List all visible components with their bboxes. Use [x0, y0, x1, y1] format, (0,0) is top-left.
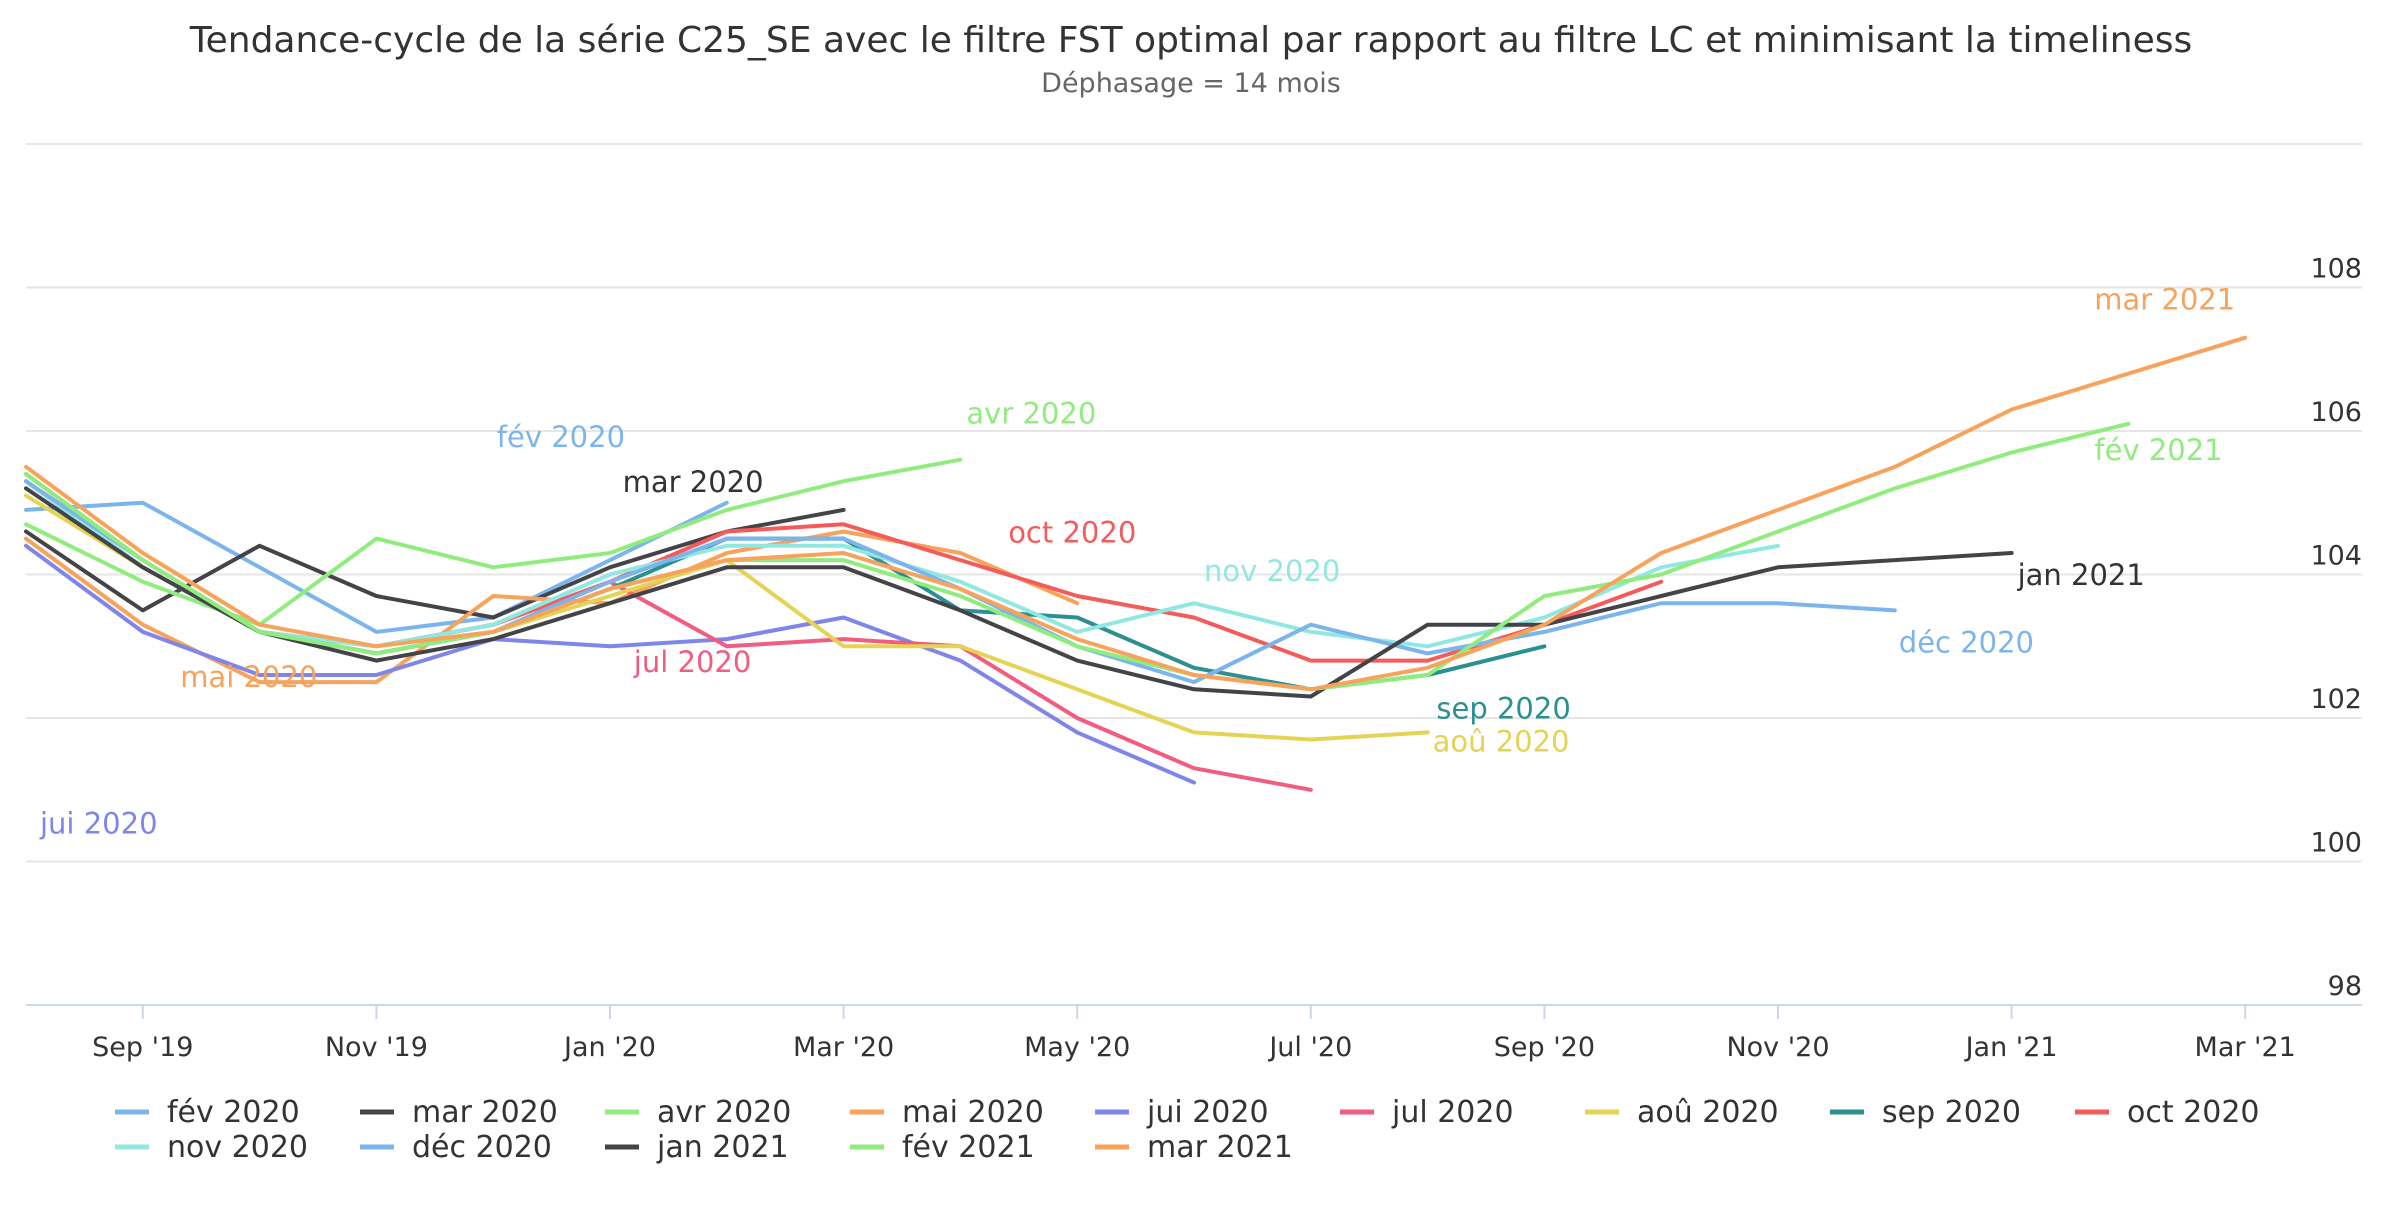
legend-item-fev-2021[interactable]: fév 2021 [850, 1130, 1035, 1165]
legend-label: jul 2020 [1391, 1095, 1514, 1130]
series-end-label-fev-2020: fév 2020 [497, 420, 625, 454]
legend-label: fév 2021 [902, 1130, 1035, 1165]
y-axis: 98 100 102 104 106 108 [2310, 254, 2362, 1003]
series-line-fev-2021[interactable] [24, 421, 2131, 692]
series-end-label-nov-2020: nov 2020 [1204, 554, 1340, 588]
x-tick-label: Jul '20 [1267, 1032, 1352, 1063]
y-tick-label: 102 [2310, 684, 2362, 715]
y-tick-label: 106 [2310, 397, 2362, 428]
x-tick-label: Mar '21 [2195, 1032, 2296, 1063]
legend-item-jui-2020[interactable]: jui 2020 [1095, 1095, 1269, 1130]
y-tick-label: 108 [2310, 254, 2362, 285]
legend-item-fev-2020[interactable]: fév 2020 [115, 1095, 300, 1130]
x-tick-label: Nov '20 [1726, 1032, 1829, 1063]
series-end-label-oct-2020: oct 2020 [1008, 516, 1136, 550]
legend-label: mar 2021 [1147, 1130, 1293, 1165]
legend-label: avr 2020 [657, 1095, 791, 1130]
chart-title: Tendance-cycle de la série C25_SE avec l… [189, 20, 2193, 61]
legend-item-nov-2020[interactable]: nov 2020 [115, 1130, 308, 1165]
series-end-labels: fév 2020 mar 2020 avr 2020 mai 2020 jui 2020… [39, 283, 2235, 841]
legend-label: déc 2020 [412, 1130, 552, 1165]
x-tick-label: Sep '20 [1494, 1032, 1595, 1063]
x-axis: Sep '19 Nov '19 Jan '20 Mar '20 May '20 Jul '… [92, 1005, 2296, 1063]
legend-item-dec-2020[interactable]: déc 2020 [360, 1130, 552, 1165]
legend-label: mar 2020 [412, 1095, 558, 1130]
legend-item-jul-2020[interactable]: jul 2020 [1340, 1095, 1514, 1130]
legend-label: oct 2020 [2127, 1095, 2260, 1130]
legend-label: jan 2021 [656, 1130, 789, 1165]
series-line-mar-2020[interactable] [24, 507, 846, 620]
series-line-avr-2020[interactable] [24, 457, 963, 627]
series-end-label-mar-2021: mar 2021 [2094, 283, 2235, 317]
y-tick-label: 98 [2328, 971, 2362, 1002]
legend-item-sep-2020[interactable]: sep 2020 [1830, 1095, 2021, 1130]
legend-item-mai-2020[interactable]: mai 2020 [850, 1095, 1044, 1130]
legend-label: jui 2020 [1146, 1095, 1269, 1130]
series-end-label-jui-2020: jui 2020 [39, 807, 158, 841]
series-lines [24, 335, 2248, 792]
series-end-label-sep-2020: sep 2020 [1436, 691, 1570, 725]
legend-item-mar-2021[interactable]: mar 2021 [1095, 1130, 1293, 1165]
series-line-mar-2021[interactable] [24, 335, 2248, 692]
legend-label: fév 2020 [167, 1095, 300, 1130]
legend-item-jan-2021[interactable]: jan 2021 [605, 1130, 789, 1165]
legend-item-aou-2020[interactable]: aoû 2020 [1585, 1095, 1779, 1130]
legend-item-oct-2020[interactable]: oct 2020 [2075, 1095, 2260, 1130]
legend-item-mar-2020[interactable]: mar 2020 [360, 1095, 558, 1130]
x-tick-label: Jan '21 [1964, 1032, 2058, 1063]
y-tick-label: 100 [2310, 828, 2362, 859]
legend-label: aoû 2020 [1637, 1095, 1779, 1130]
series-end-label-jul-2020: jul 2020 [633, 645, 752, 679]
series-end-label-aou-2020: aoû 2020 [1433, 724, 1570, 758]
series-line-jui-2020[interactable] [24, 543, 1196, 785]
x-tick-label: Jan '20 [562, 1032, 656, 1063]
series-line-jan-2021[interactable] [24, 486, 2014, 699]
series-end-label-mar-2020: mar 2020 [623, 465, 764, 499]
series-end-label-avr-2020: avr 2020 [966, 397, 1096, 431]
series-end-label-mai-2020: mai 2020 [180, 660, 317, 694]
x-tick-label: Nov '19 [325, 1032, 428, 1063]
series-end-label-fev-2021: fév 2021 [2094, 433, 2222, 467]
chart-subtitle: Déphasage = 14 mois [1041, 68, 1341, 99]
x-tick-label: Mar '20 [793, 1032, 894, 1063]
series-line-fev-2020[interactable] [24, 500, 729, 634]
legend-item-avr-2020[interactable]: avr 2020 [605, 1095, 791, 1130]
legend-label: sep 2020 [1882, 1095, 2021, 1130]
series-end-label-jan-2021: jan 2021 [2017, 558, 2145, 592]
legend-label: mai 2020 [902, 1095, 1044, 1130]
y-tick-label: 104 [2310, 541, 2362, 572]
series-end-label-dec-2020: déc 2020 [1899, 625, 2034, 659]
legend-label: nov 2020 [167, 1130, 308, 1165]
x-tick-label: May '20 [1024, 1032, 1130, 1063]
gridlines [26, 143, 2362, 1006]
x-tick-label: Sep '19 [92, 1032, 193, 1063]
legend: fév 2020 mar 2020 avr 2020 mai 2020 jui 2020… [115, 1095, 2260, 1165]
